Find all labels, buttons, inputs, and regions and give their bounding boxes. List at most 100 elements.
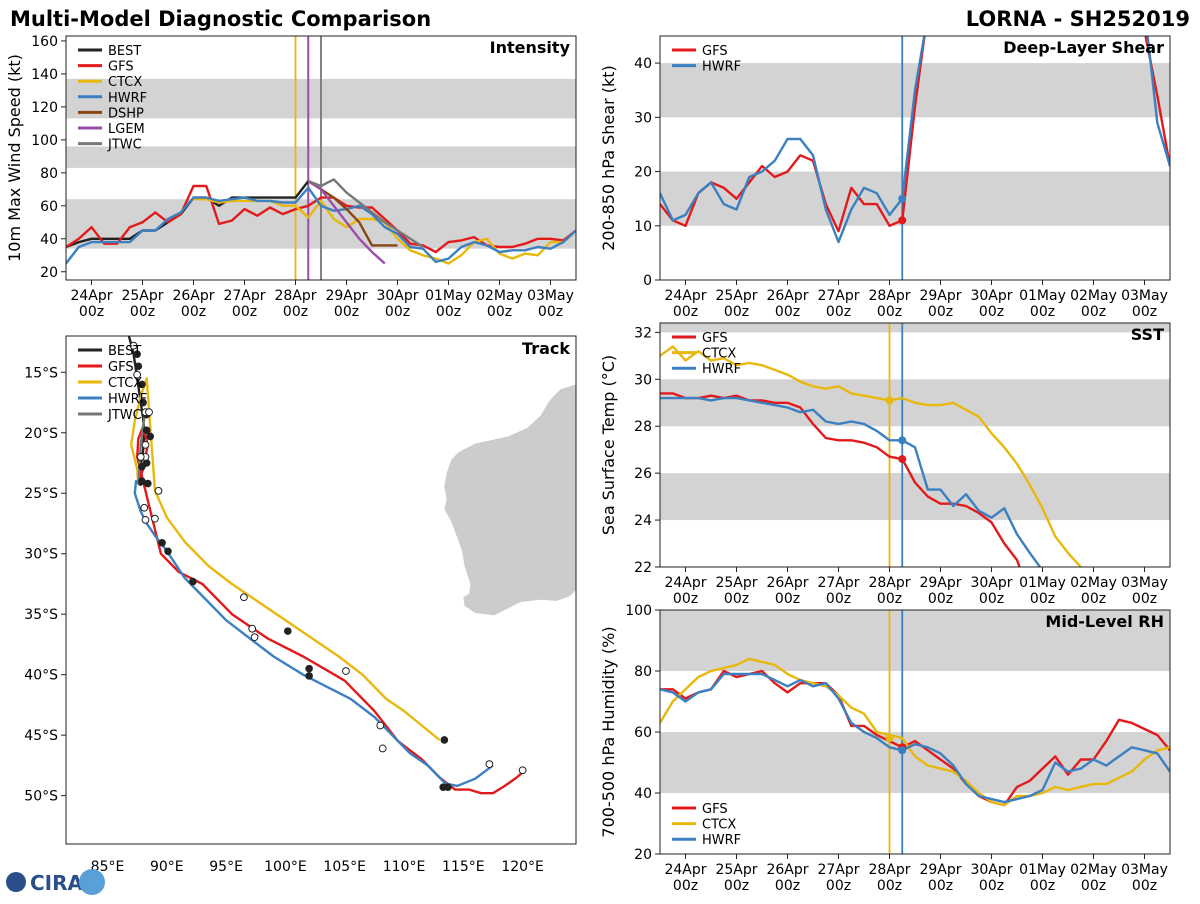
track-point-open: [145, 408, 153, 417]
x-tick-label: 30Apr: [970, 575, 1012, 591]
y-axis-label: 200-850 hPa Shear (kt): [599, 65, 618, 251]
x-tick-label: 29Apr: [325, 288, 367, 304]
legend-label: HWRF: [702, 60, 741, 75]
y-tick-label: 30: [634, 372, 652, 388]
map-frame: [65, 335, 577, 845]
x-tick-label-sub: 00z: [673, 304, 698, 320]
legend-label: GFS: [702, 331, 728, 346]
track-point-open: [136, 453, 145, 461]
cira-logo: CIRA: [6, 869, 105, 895]
rh-panel: 2040608010024Apr00z25Apr00z26Apr00z27Apr…: [599, 603, 1171, 894]
x-tick-label: 25Apr: [715, 575, 757, 591]
lon-tick-label: 85°E: [91, 859, 125, 875]
x-tick-label: 25Apr: [121, 288, 163, 304]
x-tick-label: 24Apr: [664, 288, 706, 304]
x-tick-label-sub: 00z: [724, 591, 749, 607]
series-line-hwrf: [660, 396, 1041, 567]
y-tick-label: 0: [643, 273, 652, 289]
y-tick-label: 160: [31, 34, 58, 50]
legend-label: JTWC: [107, 138, 142, 153]
x-tick-label: 27Apr: [817, 288, 859, 304]
y-tick-label: 140: [31, 67, 58, 83]
x-tick-label: 01May: [1019, 575, 1066, 591]
legend-label: LGEM: [108, 122, 145, 137]
track-point-filled: [283, 627, 292, 635]
lat-tick-label: 15°S: [24, 365, 58, 381]
shaded-band: [660, 171, 1170, 226]
track-point-open: [141, 515, 150, 524]
marker-hwrf: [898, 746, 907, 755]
series-line-ctcx: [660, 657, 1170, 807]
track-point-filled: [138, 462, 146, 471]
y-tick-label: 60: [634, 725, 652, 741]
track-point-open: [518, 766, 527, 775]
panel-title: Deep-Layer Shear: [1003, 38, 1164, 57]
x-tick-label-sub: 00z: [385, 304, 410, 320]
x-tick-label: 02May: [1070, 862, 1117, 878]
sst-panel: 22242628303224Apr00z25Apr00z26Apr00z27Ap…: [599, 322, 1171, 607]
legend-label: HWRF: [702, 362, 741, 377]
plot-area: [660, 36, 1170, 280]
series-line-lgem: [307, 180, 386, 265]
track-point-open: [485, 760, 494, 769]
x-tick-label: 25Apr: [715, 288, 757, 304]
x-tick-label: 28Apr: [868, 575, 910, 591]
track-point-open: [376, 721, 385, 730]
lon-tick-label: 110°E: [383, 859, 426, 875]
x-tick-label-sub: 00z: [775, 591, 800, 607]
x-tick-label-sub: 00z: [775, 878, 800, 894]
plot-area: [660, 323, 1170, 567]
panel-title: Track: [522, 339, 570, 358]
x-tick-label: 03May: [1121, 575, 1168, 591]
x-tick-label-sub: 00z: [928, 878, 953, 894]
plot-frame: [659, 322, 1171, 568]
track-point-open: [154, 486, 163, 495]
y-tick-label: 40: [634, 786, 652, 802]
legend-label: BEST: [108, 44, 141, 59]
lon-tick-label: 105°E: [323, 859, 366, 875]
marker-gfs: [898, 455, 907, 464]
x-tick-label: 01May: [1019, 288, 1066, 304]
track-point-filled: [134, 362, 143, 371]
x-tick-label-sub: 00z: [826, 304, 851, 320]
x-tick-label-sub: 00z: [1030, 878, 1055, 894]
x-tick-label: 03May: [1121, 862, 1168, 878]
x-tick-label-sub: 00z: [877, 304, 902, 320]
track-point-open: [140, 503, 149, 512]
shaded-band: [660, 323, 1170, 333]
plot-area: [66, 36, 576, 280]
y-tick-label: 22: [634, 560, 652, 576]
x-tick-label-sub: 00z: [979, 304, 1004, 320]
x-tick-label: 01May: [425, 288, 472, 304]
track-point-filled: [305, 664, 313, 673]
marker-hwrf: [898, 194, 907, 203]
y-axis-label: 10m Max Wind Speed (kt): [5, 54, 24, 262]
y-tick-label: 40: [634, 56, 652, 72]
x-tick-label: 26Apr: [766, 575, 808, 591]
y-tick-label: 24: [634, 513, 652, 529]
track-point-filled: [189, 577, 197, 586]
x-tick-label-sub: 00z: [1030, 304, 1055, 320]
x-tick-label-sub: 00z: [232, 304, 257, 320]
x-tick-label-sub: 00z: [538, 304, 563, 320]
x-tick-label: 29Apr: [919, 288, 961, 304]
legend-label: CTCX: [702, 347, 736, 362]
lat-tick-label: 40°S: [24, 668, 58, 684]
lon-tick-label: 100°E: [264, 859, 307, 875]
series-line-hwrf: [660, 36, 1170, 244]
track-point-open: [151, 514, 159, 523]
lat-tick-label: 20°S: [24, 426, 58, 442]
legend-label: GFS: [108, 60, 134, 75]
y-axis-label: Sea Surface Temp (°C): [599, 355, 618, 535]
track-point-filled: [164, 547, 172, 556]
x-tick-label: 30Apr: [970, 862, 1012, 878]
track-point-open: [129, 341, 138, 350]
series-line-hwrf: [660, 672, 1170, 804]
legend-label: HWRF: [108, 91, 147, 106]
x-tick-label-sub: 00z: [673, 591, 698, 607]
intensity-panel: 2040608010012014016024Apr00z25Apr00z26Ap…: [5, 34, 577, 320]
marker-ctcx: [885, 396, 894, 405]
shear-panel: 01020304024Apr00z25Apr00z26Apr00z27Apr00…: [599, 35, 1171, 320]
series-line-gfs: [66, 184, 576, 254]
